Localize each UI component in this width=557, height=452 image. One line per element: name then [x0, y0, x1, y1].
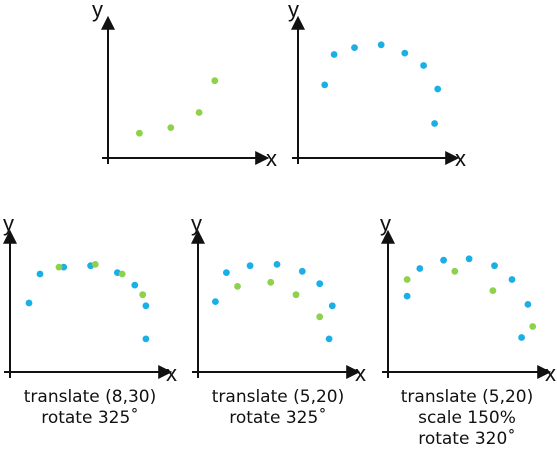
- caption-line: rotate 325˚: [41, 407, 139, 428]
- blue-point: [25, 299, 33, 307]
- green-point: [529, 323, 537, 330]
- green-point: [267, 278, 275, 286]
- blue-point: [321, 81, 329, 89]
- green-point: [316, 313, 324, 321]
- green-point: [139, 291, 147, 299]
- blue-point: [273, 261, 281, 268]
- blue-point: [212, 298, 219, 305]
- blue-point: [142, 335, 150, 343]
- green-point: [234, 283, 241, 290]
- blue-point: [328, 302, 336, 310]
- green-point: [489, 287, 497, 294]
- green-point: [403, 276, 411, 283]
- green-point: [167, 124, 175, 131]
- blue-point: [377, 41, 385, 49]
- blue-point: [325, 335, 333, 343]
- blue-point: [142, 302, 150, 310]
- x-axis-label: x: [545, 361, 556, 386]
- blue-point: [351, 44, 358, 51]
- panel-result-3: y x translate (5,20)scale 150%rotate 320˚: [380, 211, 556, 449]
- green-point: [55, 263, 63, 271]
- blue-point: [491, 262, 498, 270]
- blue-point: [440, 256, 447, 264]
- blue-point: [36, 270, 44, 278]
- blue-point: [434, 85, 442, 93]
- blue-point: [518, 334, 525, 341]
- y-axis-label: y: [92, 0, 103, 22]
- green-point: [118, 270, 126, 278]
- panel-target-blue: yx: [288, 0, 466, 171]
- x-axis-label: x: [266, 146, 277, 171]
- blue-point: [316, 280, 324, 288]
- x-axis-label: x: [166, 361, 177, 386]
- green-point: [195, 109, 203, 116]
- blue-point: [416, 265, 424, 272]
- blue-point: [465, 255, 473, 263]
- blue-point: [330, 51, 338, 58]
- x-axis-label: x: [455, 146, 466, 171]
- green-point: [292, 291, 300, 299]
- blue-point: [60, 263, 68, 271]
- green-point: [91, 261, 99, 268]
- blue-point: [298, 267, 306, 275]
- y-axis-label: y: [191, 211, 202, 236]
- green-point: [451, 267, 459, 275]
- caption-line: translate (8,30): [24, 387, 157, 407]
- caption-line: scale 150%: [418, 408, 516, 428]
- caption-line: rotate 325˚: [229, 407, 327, 428]
- blue-point: [223, 269, 230, 276]
- blue-point: [431, 120, 438, 127]
- x-axis-label: x: [355, 361, 366, 386]
- caption-line: translate (5,20): [401, 387, 534, 407]
- y-axis-label: y: [380, 211, 391, 236]
- blue-point: [401, 49, 409, 57]
- panel-result-2: y x translate (5,20)rotate 325˚: [191, 211, 366, 428]
- blue-point: [420, 62, 427, 69]
- y-axis-label: y: [3, 211, 14, 236]
- caption-line: rotate 320˚: [418, 428, 516, 449]
- blue-point: [131, 281, 139, 289]
- panel-source-green: yx: [92, 0, 277, 171]
- green-point: [136, 129, 143, 137]
- blue-point: [524, 301, 532, 308]
- blue-point: [508, 276, 516, 283]
- blue-point: [246, 262, 254, 270]
- panel-result-1: y x translate (8,30)rotate 325˚: [2, 211, 177, 428]
- blue-point: [403, 292, 411, 300]
- caption-line: translate (5,20): [212, 387, 345, 407]
- y-axis-label: y: [288, 0, 299, 22]
- green-point: [211, 77, 219, 85]
